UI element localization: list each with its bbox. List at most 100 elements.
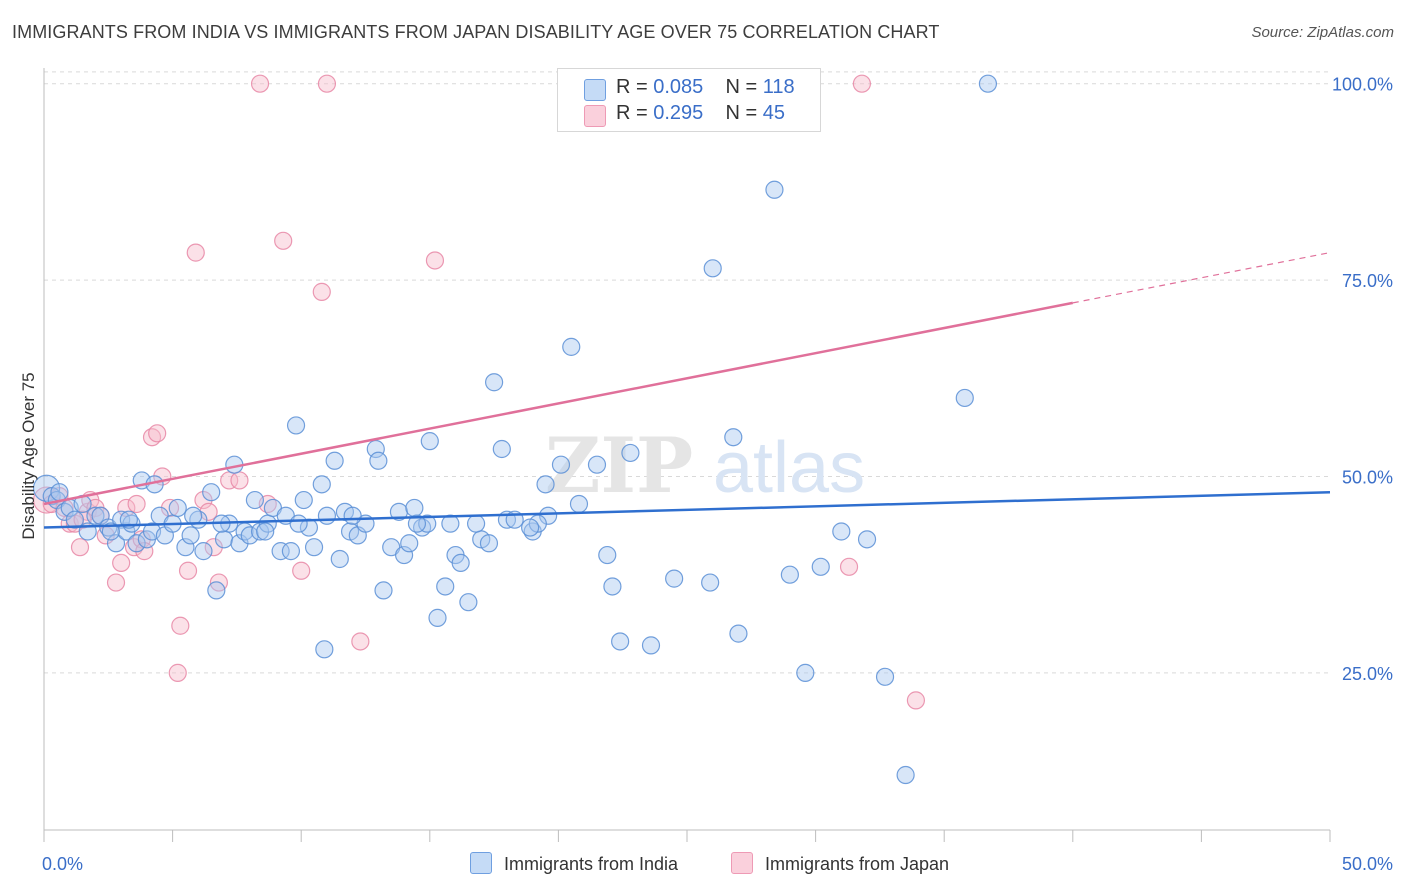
india-trend-line — [43, 490, 1331, 529]
india-point — [436, 577, 455, 596]
legend-japan-n-label: N = — [725, 102, 758, 124]
legend-japan-n-value: 45 — [762, 102, 786, 124]
india-point — [724, 428, 743, 447]
bottom-legend-japan: Immigrants from Japan — [731, 852, 949, 875]
india-point — [598, 545, 617, 565]
india-point — [245, 490, 265, 510]
india-point — [955, 388, 974, 408]
japan-point — [171, 616, 190, 635]
japan-trend-line-extension — [1072, 252, 1331, 304]
japan-point — [70, 538, 90, 557]
india-point — [127, 534, 146, 553]
y-tick-label: 75.0% — [1342, 271, 1393, 291]
legend-india-swatch — [584, 79, 606, 101]
y-tick-label: 100.0% — [1332, 75, 1393, 95]
japan-point — [106, 573, 126, 592]
india-point — [374, 581, 393, 600]
legend-india-n-value: 118 — [762, 76, 795, 98]
india-point — [202, 483, 221, 502]
india-point — [369, 451, 388, 470]
series-japan-points — [32, 74, 926, 710]
india-point — [479, 534, 499, 553]
japan-point — [292, 561, 311, 580]
india-point — [428, 608, 447, 627]
trend-lines — [43, 252, 1331, 529]
india-point — [394, 545, 414, 565]
india-point — [701, 573, 720, 592]
india-point — [611, 632, 630, 651]
bottom-legend-japan-swatch — [731, 852, 753, 874]
india-point — [587, 455, 607, 474]
india-point — [703, 259, 722, 278]
india-point — [256, 522, 275, 541]
india-point — [521, 518, 540, 537]
india-point — [312, 475, 331, 494]
india-point — [168, 498, 187, 518]
x-tick-label-max: 50.0% — [1342, 854, 1393, 874]
india-point — [304, 538, 324, 557]
japan-point — [194, 490, 213, 510]
legend-india-n-label: N = — [725, 76, 758, 98]
japan-point — [178, 561, 198, 580]
india-point — [271, 542, 290, 561]
india-point — [194, 542, 213, 561]
india-point — [281, 542, 301, 561]
india-point — [50, 483, 69, 502]
japan-point — [425, 251, 445, 270]
india-point — [811, 557, 830, 576]
bottom-legend-japan-label: Immigrants from Japan — [765, 854, 950, 874]
japan-point — [112, 553, 131, 573]
japan-point — [127, 494, 146, 514]
india-point — [315, 640, 334, 659]
japan-point — [230, 471, 249, 490]
india-point — [289, 514, 308, 533]
india-point — [112, 510, 131, 529]
india-point — [400, 534, 419, 553]
india-point — [621, 443, 640, 463]
india-point — [665, 569, 684, 588]
axis-labels: 25.0% 50.0% 75.0% 100.0% 0.0% 50.0% Disability… — [19, 75, 1393, 874]
india-point — [343, 506, 362, 525]
legend-india-r-value: 0.085 — [653, 76, 704, 98]
india-point — [330, 549, 349, 569]
india-point — [366, 439, 385, 459]
india-point — [214, 530, 234, 549]
india-point — [184, 506, 203, 525]
india-point — [536, 475, 555, 494]
india-point — [106, 534, 126, 553]
india-point — [65, 510, 84, 529]
india-point — [896, 765, 915, 785]
india-point — [857, 530, 877, 549]
bottom-legend-india-swatch — [470, 852, 492, 874]
japan-point — [906, 691, 926, 710]
india-point — [420, 432, 439, 451]
stats-legend: R = 0.085 N = 118 R = 0.295 N = 45 — [557, 68, 821, 132]
india-point — [207, 581, 226, 600]
india-point — [492, 439, 511, 459]
legend-japan-r-label: R = — [616, 102, 648, 124]
india-point — [603, 577, 622, 596]
india-point — [317, 506, 337, 525]
india-point — [765, 180, 784, 199]
japan-point — [148, 424, 167, 443]
japan-point — [135, 542, 154, 561]
india-point — [451, 553, 470, 573]
india-point — [641, 636, 661, 655]
watermark-atlas: atlas — [713, 428, 865, 508]
japan-point — [317, 74, 337, 93]
india-point — [441, 514, 460, 533]
japan-point — [250, 74, 270, 93]
japan-point — [312, 282, 331, 301]
india-point — [978, 74, 998, 93]
japan-point — [274, 231, 293, 250]
india-point — [32, 474, 61, 502]
india-point — [796, 663, 815, 682]
chart-title: IMMIGRANTS FROM INDIA VS IMMIGRANTS FROM… — [12, 22, 940, 42]
india-point — [780, 565, 799, 584]
india-point — [405, 498, 424, 518]
india-point — [485, 373, 504, 392]
india-point — [294, 490, 313, 510]
japan-point — [186, 243, 205, 262]
y-tick-label: 25.0% — [1342, 664, 1393, 684]
